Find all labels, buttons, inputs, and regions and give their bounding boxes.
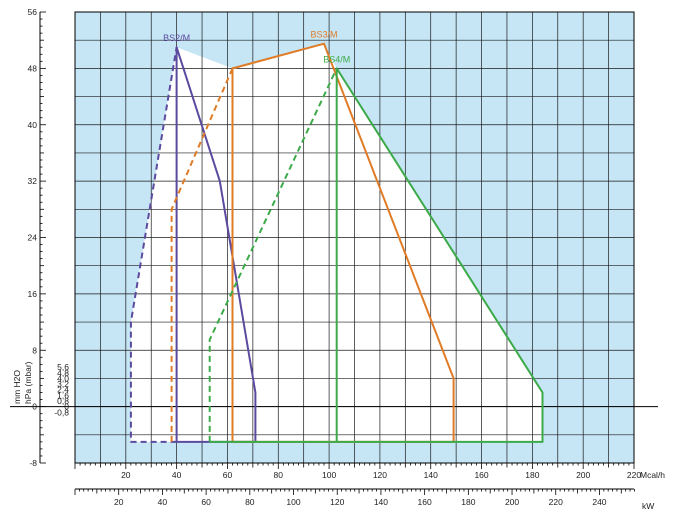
y-axis-hpa-tick-label: 4,8 — [57, 368, 69, 378]
y-axis-mm-tick-label: 8 — [32, 345, 37, 355]
series-bs2-m-dashed-line — [129, 47, 178, 443]
x-axis-mcal-tick-label: 120 — [373, 470, 387, 480]
series-bs4-m — [208, 67, 544, 443]
y-axis-mm-h2o: -8 0 8 16 24 32 40 48 56 — [28, 7, 46, 468]
x-axis-mcal-tick-label: 140 — [424, 470, 438, 480]
series-bs4-m-solid-line — [209, 67, 544, 443]
y-axis-mm-tick-label: 40 — [28, 120, 38, 130]
x-axis-mcal-tick-label: 200 — [576, 470, 590, 480]
x-axis-kw-tick-label: 100 — [286, 497, 300, 507]
x-axis-mcal-tick-label: 160 — [474, 470, 488, 480]
y-axis-mm-tick-label: 0 — [32, 402, 37, 412]
y-axis-mm-tick-label: 16 — [28, 289, 38, 299]
x-axis-kw: 20 40 60 80 100 120 140 160 180 200 220 240 — [74, 488, 635, 507]
x-axis-mcal: 20 40 60 80 100 120 140 160 180 200 220 — [74, 463, 641, 480]
x-axis-kw-tick-label: 60 — [201, 497, 211, 507]
x-axis-mcal-tick-label: 100 — [322, 470, 336, 480]
y-axis-mm-tick-label: 48 — [28, 63, 38, 73]
x-axis-kw-tick-label: 80 — [245, 497, 255, 507]
x-axis-mcal-tick-label: 20 — [121, 470, 131, 480]
x-axis-mcal-tick-label: 40 — [172, 470, 182, 480]
x-axis-kw-tick-label: 180 — [461, 497, 475, 507]
x-axis-kw-tick-label: 140 — [374, 497, 388, 507]
x-axis-kw-unit: kW — [642, 501, 654, 511]
x-axis-kw-tick-label: 240 — [592, 497, 606, 507]
series-label-bs3-m: BS3/M — [311, 30, 338, 40]
y-axis-hpa-tick-label: 0,8 — [57, 396, 69, 406]
x-axis-mcal-tick-label: 80 — [274, 470, 284, 480]
x-axis-kw-tick-label: 40 — [158, 497, 168, 507]
y-axis-hpa-tick-label: 5,6 — [57, 362, 69, 372]
series-label-bs4-m: BS4/M — [323, 54, 350, 64]
series-bs4-m-dashed-line — [208, 67, 338, 442]
y-axis-hpa-tick-label: 1,6 — [57, 390, 69, 400]
y-axis-hpa-tick-label: 0 — [64, 402, 69, 412]
y-axis-mm-tick-label: -8 — [29, 458, 37, 468]
y-axis-hpa-tick-label: -0,8 — [54, 407, 69, 417]
series-labels: BS2/M BS3/M BS4/M — [163, 30, 350, 65]
series-label-bs2-m: BS2/M — [163, 33, 190, 43]
y-axis-mm-label: mm H2O — [12, 370, 22, 404]
y-axis-hpa-tick-label: 3,2 — [57, 379, 69, 389]
x-axis-kw-tick-label: 160 — [418, 497, 432, 507]
y-axis-mm-tick-label: 32 — [28, 176, 38, 186]
y-axis-hpa: -0,800,81,62,43,24,04,85,6 — [54, 362, 69, 417]
series-bs3-m-dashed-line — [170, 68, 234, 442]
x-axis-mcal-unit: Mcal/h — [640, 470, 665, 480]
x-axis-kw-tick-label: 200 — [505, 497, 519, 507]
x-axis-mcal-tick-label: 60 — [223, 470, 233, 480]
y-axis-hpa-tick-label: 4,0 — [57, 373, 69, 383]
x-axis-kw-tick-label: 20 — [114, 497, 124, 507]
x-axis-mcal-tick-label: 180 — [525, 470, 539, 480]
y-axis-mm-tick-label: 24 — [28, 233, 38, 243]
x-axis-kw-tick-label: 220 — [549, 497, 563, 507]
y-axis-hpa-label: hPa (mbar) — [23, 361, 33, 404]
y-axis-mm-tick-label: 56 — [28, 7, 38, 17]
x-axis-kw-tick-label: 120 — [330, 497, 344, 507]
series-layer — [129, 42, 544, 443]
y-axis-hpa-tick-label: 2,4 — [57, 385, 69, 395]
x-axis-mcal-tick-label: 220 — [627, 470, 641, 480]
